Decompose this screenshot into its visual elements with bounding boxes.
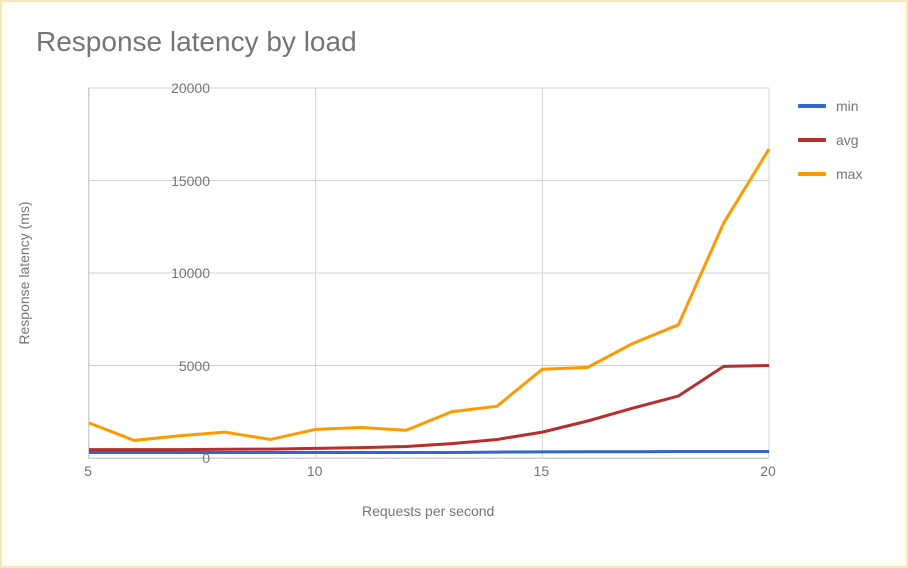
x-tick-label: 5	[68, 463, 108, 479]
series-line-max	[89, 149, 769, 440]
legend-item-avg: avg	[798, 132, 862, 148]
series-line-avg	[89, 366, 769, 450]
chart-inner-panel: Response latency by load Response latenc…	[8, 8, 900, 560]
legend-item-max: max	[798, 166, 862, 182]
y-axis-title: Response latency (ms)	[16, 130, 32, 273]
x-tick-label: 15	[521, 463, 561, 479]
legend-swatch-max	[798, 172, 826, 176]
x-tick-label: 10	[295, 463, 335, 479]
legend-label: max	[836, 166, 862, 182]
legend: min avg max	[798, 98, 862, 200]
chart-outer-frame: Response latency by load Response latenc…	[0, 0, 908, 568]
y-tick-label: 15000	[90, 173, 210, 189]
legend-label: avg	[836, 132, 859, 148]
y-tick-label: 5000	[90, 358, 210, 374]
y-tick-label: 10000	[90, 265, 210, 281]
legend-item-min: min	[798, 98, 862, 114]
legend-swatch-avg	[798, 138, 826, 142]
y-tick-label: 20000	[90, 80, 210, 96]
x-axis-title: Requests per second	[362, 503, 494, 519]
chart-title: Response latency by load	[36, 26, 357, 58]
y-tick-label: 0	[90, 450, 210, 466]
legend-label: min	[836, 98, 859, 114]
legend-swatch-min	[798, 104, 826, 108]
x-tick-label: 20	[748, 463, 788, 479]
